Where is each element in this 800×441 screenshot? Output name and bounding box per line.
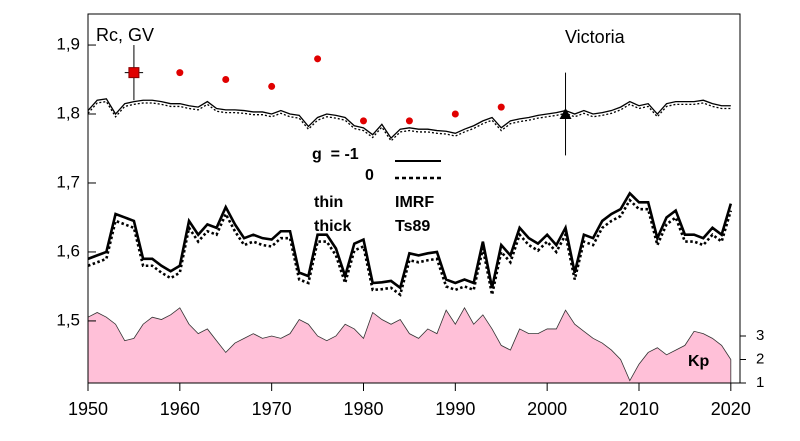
y-tick-label: 1,6 (56, 241, 80, 260)
plot-frame (87, 13, 741, 384)
measurement-point (314, 55, 322, 63)
x-tick-label: 1970 (252, 399, 292, 419)
y2-tick-label: 3 (756, 327, 764, 344)
square-point (128, 67, 140, 79)
y2-tick-label: 2 (756, 350, 764, 367)
x-tick-label: 1990 (435, 399, 475, 419)
annotation: IMRF (395, 194, 434, 211)
measurement-point (451, 110, 459, 118)
y2-tick-label: 1 (756, 374, 764, 391)
x-tick-label: 1960 (160, 399, 200, 419)
measurement-point (359, 117, 367, 125)
measurement-point (176, 69, 184, 77)
x-tick-label: 2000 (527, 399, 567, 419)
measurement-point (268, 82, 276, 90)
x-tick-label: 1950 (68, 399, 108, 419)
annotation: Rc, GV (96, 25, 154, 45)
annotation: 0 (365, 167, 374, 184)
annotation: Ts89 (395, 218, 430, 235)
x-tick-label: 2020 (711, 399, 751, 419)
x-tick-label: 2010 (619, 399, 659, 419)
y-tick-label: 1,8 (56, 103, 80, 122)
rc-line (87, 191, 733, 291)
measurement-point (497, 103, 505, 111)
rc-line (87, 100, 731, 142)
annotation: g = -1 (312, 146, 359, 163)
rc-line (87, 98, 731, 140)
annotation: thin (314, 194, 343, 211)
annotation: thick (314, 218, 351, 235)
triangle-point (559, 108, 572, 120)
rc-line (87, 198, 733, 297)
annotation: Victoria (565, 27, 626, 47)
y-tick-label: 1,9 (56, 35, 80, 54)
y-tick-label: 1,5 (56, 310, 80, 329)
annotation: Kp (688, 353, 710, 370)
kp-area (87, 306, 732, 384)
x-tick-label: 1980 (343, 399, 383, 419)
measurement-point (222, 76, 230, 84)
y-tick-label: 1,7 (56, 172, 80, 191)
measurement-point (405, 117, 413, 125)
